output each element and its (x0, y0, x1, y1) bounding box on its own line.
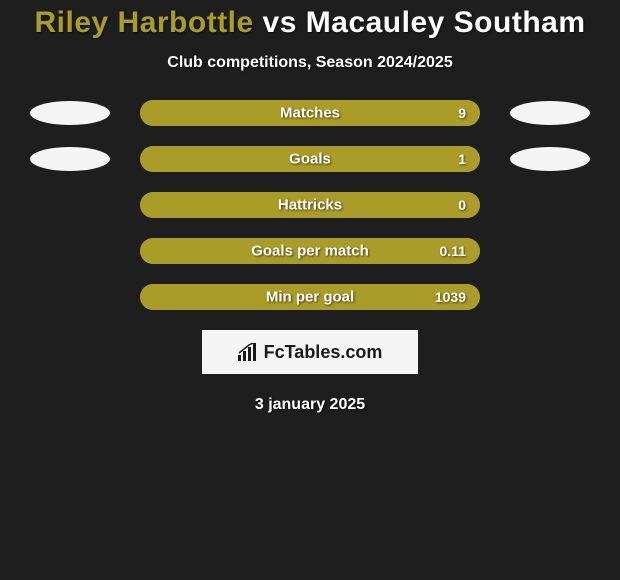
comparison-infographic: Riley Harbottle vs Macauley Southam Club… (0, 0, 620, 414)
right-ellipse (510, 101, 590, 125)
left-ellipse (30, 147, 110, 171)
subtitle: Club competitions, Season 2024/2025 (0, 54, 620, 72)
page-title: Riley Harbottle vs Macauley Southam (0, 6, 620, 40)
stat-label: Goals per match (251, 243, 369, 260)
stat-bar: Hattricks 0 (140, 192, 480, 218)
logo-box: FcTables.com (202, 330, 418, 374)
stat-value: 0 (458, 197, 466, 213)
stat-bar: Goals per match 0.11 (140, 238, 480, 264)
stat-label: Matches (280, 105, 340, 122)
left-ellipse (30, 101, 110, 125)
stat-row: Matches 9 (0, 100, 620, 126)
stat-row: Goals 1 (0, 146, 620, 172)
stat-label: Hattricks (278, 197, 342, 214)
right-ellipse (510, 147, 590, 171)
stat-bar: Min per goal 1039 (140, 284, 480, 310)
stat-value: 1 (458, 151, 466, 167)
chart-icon (238, 343, 258, 361)
stat-row: Goals per match 0.11 (0, 238, 620, 264)
stat-bar: Matches 9 (140, 100, 480, 126)
stat-value: 9 (458, 105, 466, 121)
stat-row: Hattricks 0 (0, 192, 620, 218)
vs-text: vs (263, 6, 306, 39)
date-text: 3 january 2025 (0, 396, 620, 414)
player2-name: Macauley Southam (306, 6, 586, 39)
stat-label: Min per goal (266, 289, 354, 306)
player1-name: Riley Harbottle (34, 6, 253, 39)
stat-value: 1039 (435, 289, 466, 305)
logo-text: FcTables.com (264, 342, 383, 363)
stat-bar: Goals 1 (140, 146, 480, 172)
stat-label: Goals (289, 151, 331, 168)
stat-value: 0.11 (440, 243, 466, 259)
stat-row: Min per goal 1039 (0, 284, 620, 310)
logo: FcTables.com (238, 342, 383, 363)
stat-bars: Matches 9 Goals 1 Hattricks 0 Goals per match 0… (0, 100, 620, 310)
